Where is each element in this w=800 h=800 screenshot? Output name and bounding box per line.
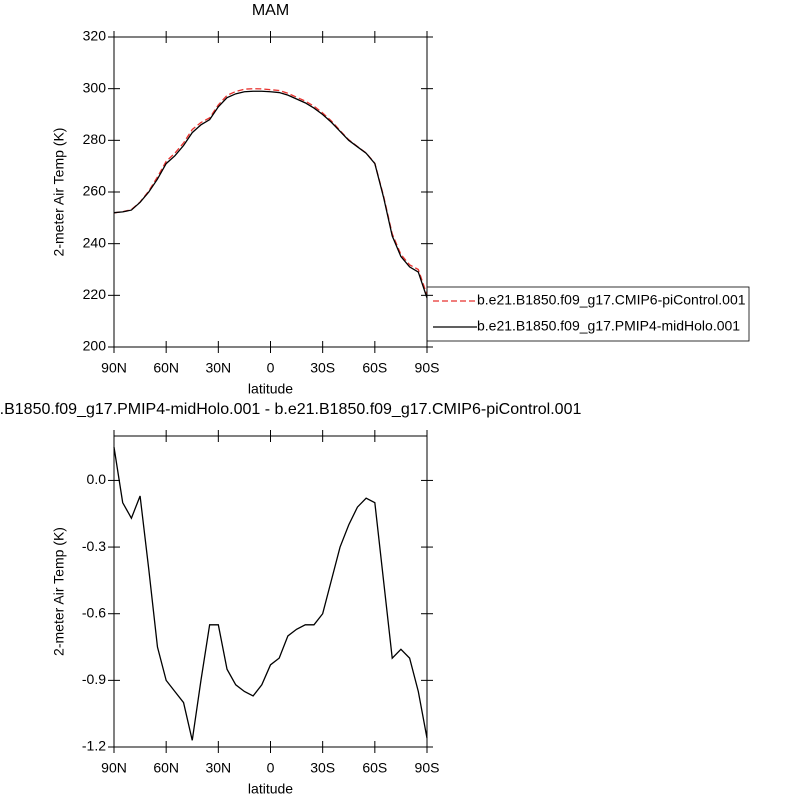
y-tick-label: 320 (83, 28, 107, 44)
x-tick-label: 30N (205, 760, 231, 776)
x-axis-label: latitude (248, 781, 293, 797)
x-tick-label: 30S (310, 760, 335, 776)
x-tick-label: 0 (267, 760, 275, 776)
data-line (113, 90, 428, 299)
y-tick-label: -0.9 (82, 671, 106, 687)
y-tick-label: 200 (83, 338, 107, 354)
x-tick-label: 30S (310, 360, 335, 376)
y-tick-label: -1.2 (82, 738, 106, 754)
y-tick-label: 280 (83, 131, 107, 147)
x-tick-label: 60S (362, 360, 387, 376)
x-tick-label: 90S (415, 760, 440, 776)
plot-frame (113, 36, 428, 348)
y-tick-label: 260 (83, 183, 107, 199)
plot-frame (113, 435, 428, 748)
x-tick-label: 90N (101, 760, 127, 776)
legend-label: b.e21.B1850.f09_g17.CMIP6-piControl.001 (477, 292, 746, 308)
x-tick-label: 60N (153, 360, 179, 376)
y-tick-label: 300 (83, 79, 107, 95)
x-tick-label: 30N (205, 360, 231, 376)
x-tick-label: 0 (267, 360, 275, 376)
legend-label: b.e21.B1850.f09_g17.PMIP4-midHolo.001 (477, 318, 740, 334)
y-tick-label: 220 (83, 286, 107, 302)
x-tick-label: 60N (153, 760, 179, 776)
y-tick-label: -0.6 (82, 604, 106, 620)
x-tick-label: 90N (101, 360, 127, 376)
x-tick-label: 90S (415, 360, 440, 376)
y-axis-label: 2-meter Air Temp (K) (51, 128, 67, 257)
y-axis-label: 2-meter Air Temp (K) (51, 527, 67, 656)
y-tick-label: 240 (83, 234, 107, 250)
chart-title: MAM (252, 2, 289, 19)
data-line (113, 447, 428, 741)
y-tick-label: -0.3 (82, 538, 106, 554)
chart-title: b.e21.B1850.f09_g17.PMIP4-midHolo.001 - … (0, 401, 581, 418)
x-axis-label: latitude (248, 381, 293, 397)
x-tick-label: 60S (362, 760, 387, 776)
data-line (113, 88, 428, 296)
y-tick-label: 0.0 (87, 471, 107, 487)
